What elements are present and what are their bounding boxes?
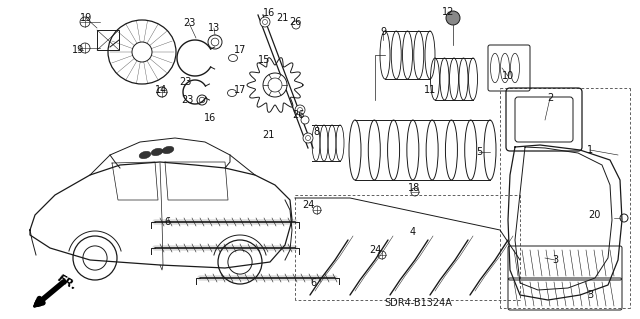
Text: 2: 2 (547, 93, 553, 103)
Text: 15: 15 (258, 55, 270, 65)
Text: 3: 3 (552, 255, 558, 265)
Text: 6: 6 (164, 217, 170, 227)
Text: 23: 23 (183, 18, 195, 28)
Text: 9: 9 (380, 27, 386, 37)
Text: 8: 8 (313, 127, 319, 137)
Text: 20: 20 (588, 210, 600, 220)
Ellipse shape (139, 151, 151, 159)
Circle shape (295, 105, 305, 115)
Text: 26: 26 (292, 110, 304, 120)
Text: SDR4-B1324A: SDR4-B1324A (384, 298, 452, 308)
Text: 23: 23 (181, 95, 193, 105)
Text: 19: 19 (72, 45, 84, 55)
Text: 19: 19 (80, 13, 92, 23)
Circle shape (446, 11, 460, 25)
Bar (97, 30, 119, 50)
Text: FR.: FR. (56, 273, 79, 293)
Text: 12: 12 (442, 7, 454, 17)
Circle shape (292, 21, 300, 29)
Text: 17: 17 (234, 85, 246, 95)
Ellipse shape (162, 146, 174, 154)
Text: 6: 6 (310, 278, 316, 288)
Text: 17: 17 (234, 45, 246, 55)
Text: 1: 1 (587, 145, 593, 155)
Text: 5: 5 (476, 147, 482, 157)
Text: 18: 18 (408, 183, 420, 193)
Text: 21: 21 (262, 130, 274, 140)
Text: 3: 3 (587, 290, 593, 300)
Ellipse shape (151, 148, 163, 156)
Text: 13: 13 (208, 23, 220, 33)
Text: 16: 16 (204, 113, 216, 123)
Circle shape (303, 133, 313, 143)
Circle shape (301, 116, 309, 124)
Text: 24: 24 (369, 245, 381, 255)
Circle shape (263, 73, 287, 97)
Text: 23: 23 (179, 77, 191, 87)
Text: 14: 14 (155, 85, 167, 95)
Text: 24: 24 (302, 200, 314, 210)
Text: 26: 26 (289, 17, 301, 27)
Circle shape (132, 42, 152, 62)
Text: 4: 4 (410, 227, 416, 237)
Text: 16: 16 (263, 8, 275, 18)
Circle shape (260, 17, 270, 27)
Text: 21: 21 (276, 13, 288, 23)
Text: 10: 10 (502, 71, 514, 81)
Text: 11: 11 (424, 85, 436, 95)
